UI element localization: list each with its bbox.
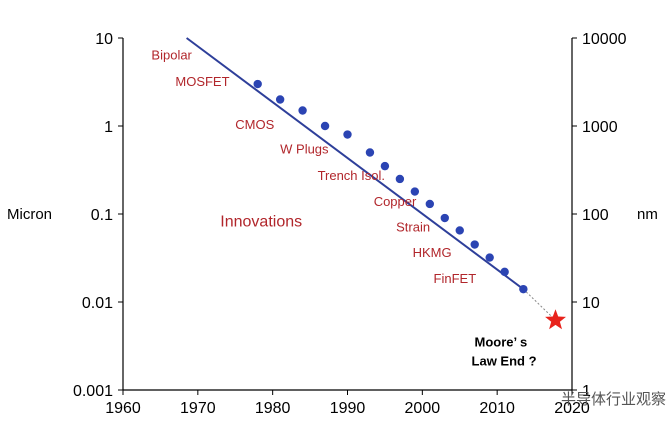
x-tick-label: 2000	[405, 400, 441, 417]
right-tick-label: 100	[582, 207, 609, 224]
innovation-label: W Plugs	[280, 141, 329, 156]
data-point	[500, 267, 509, 277]
data-point	[455, 226, 464, 235]
innovations-title: Innovations	[220, 214, 302, 231]
data-point	[440, 213, 449, 223]
extension-line	[523, 288, 556, 321]
innovation-label: Strain	[396, 220, 430, 235]
moore-label-line2: Law End ?	[472, 353, 537, 368]
data-point	[365, 148, 375, 157]
innovation-label: HKMG	[413, 245, 452, 260]
data-point	[380, 161, 390, 171]
innovation-label: Copper	[374, 194, 417, 209]
innovation-label: Trench Isol.	[318, 168, 385, 183]
x-tick-label: 1970	[180, 400, 216, 417]
data-point	[485, 253, 494, 262]
left-tick-label: 0.1	[91, 207, 113, 224]
data-point	[320, 121, 330, 131]
innovation-label: FinFET	[434, 271, 477, 286]
trend-line	[186, 37, 524, 290]
moore-label-line1: Moore’ s	[475, 334, 528, 349]
data-point	[395, 174, 405, 184]
right-tick-label: 10000	[582, 31, 627, 48]
data-point	[253, 79, 262, 89]
data-point	[470, 240, 479, 249]
right-tick-label: 10	[582, 295, 600, 312]
data-point	[519, 284, 528, 294]
innovation-label: MOSFET	[175, 74, 229, 89]
left-tick-label: 0.001	[73, 383, 113, 400]
left-tick-label: 10	[95, 31, 113, 48]
left-tick-label: 0.01	[82, 295, 113, 312]
data-point	[410, 187, 420, 196]
right-tick-label: 1	[582, 383, 591, 400]
data-point	[343, 130, 352, 139]
x-tick-label: 1960	[105, 400, 141, 417]
data-point	[298, 106, 307, 115]
data-point	[425, 199, 435, 209]
x-tick-label: 2020	[554, 400, 590, 417]
innovation-label: CMOS	[235, 117, 274, 132]
watermark-text: 半导体行业观察	[561, 390, 666, 408]
left-axis-title: Micron	[7, 206, 52, 223]
x-tick-label: 1980	[255, 400, 291, 417]
left-tick-label: 1	[104, 119, 113, 136]
innovation-label: Bipolar	[151, 47, 192, 62]
moore-law-end-star	[545, 309, 566, 330]
x-tick-label: 2010	[479, 400, 515, 417]
x-tick-label: 1990	[330, 400, 366, 417]
right-axis-title: nm	[637, 206, 658, 223]
data-point	[275, 95, 285, 104]
right-tick-label: 1000	[582, 119, 618, 136]
